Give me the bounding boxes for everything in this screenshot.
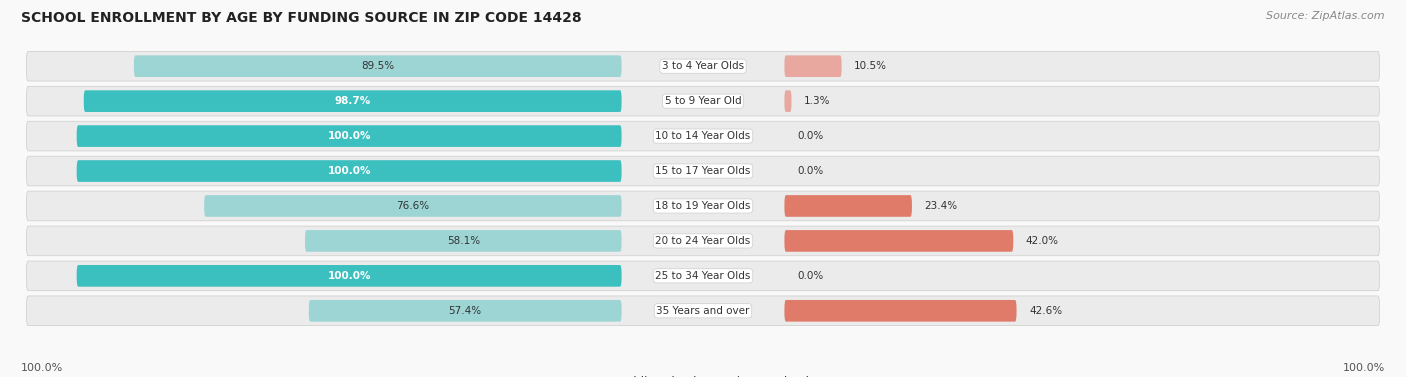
Text: 10.5%: 10.5% xyxy=(855,61,887,71)
FancyBboxPatch shape xyxy=(84,90,621,112)
Text: 0.0%: 0.0% xyxy=(797,131,823,141)
FancyBboxPatch shape xyxy=(27,226,1379,256)
Text: Source: ZipAtlas.com: Source: ZipAtlas.com xyxy=(1267,11,1385,21)
Text: 42.0%: 42.0% xyxy=(1026,236,1059,246)
FancyBboxPatch shape xyxy=(785,230,1014,252)
Text: 23.4%: 23.4% xyxy=(925,201,957,211)
FancyBboxPatch shape xyxy=(27,51,1379,81)
FancyBboxPatch shape xyxy=(27,261,1379,291)
FancyBboxPatch shape xyxy=(134,55,621,77)
FancyBboxPatch shape xyxy=(785,90,792,112)
FancyBboxPatch shape xyxy=(27,191,1379,221)
Text: 0.0%: 0.0% xyxy=(797,166,823,176)
Text: 0.0%: 0.0% xyxy=(797,271,823,281)
Text: 15 to 17 Year Olds: 15 to 17 Year Olds xyxy=(655,166,751,176)
Text: 3 to 4 Year Olds: 3 to 4 Year Olds xyxy=(662,61,744,71)
FancyBboxPatch shape xyxy=(785,195,912,217)
Text: 98.7%: 98.7% xyxy=(335,96,371,106)
Text: 5 to 9 Year Old: 5 to 9 Year Old xyxy=(665,96,741,106)
Text: 25 to 34 Year Olds: 25 to 34 Year Olds xyxy=(655,271,751,281)
FancyBboxPatch shape xyxy=(27,121,1379,151)
Text: 100.0%: 100.0% xyxy=(328,166,371,176)
FancyBboxPatch shape xyxy=(785,300,1017,322)
Text: 42.6%: 42.6% xyxy=(1029,306,1062,316)
FancyBboxPatch shape xyxy=(204,195,621,217)
FancyBboxPatch shape xyxy=(77,265,621,287)
Text: 58.1%: 58.1% xyxy=(447,236,479,246)
FancyBboxPatch shape xyxy=(305,230,621,252)
Text: 1.3%: 1.3% xyxy=(804,96,831,106)
FancyBboxPatch shape xyxy=(785,55,842,77)
Text: 100.0%: 100.0% xyxy=(328,131,371,141)
Text: 100.0%: 100.0% xyxy=(21,363,63,373)
Text: 76.6%: 76.6% xyxy=(396,201,429,211)
Text: 18 to 19 Year Olds: 18 to 19 Year Olds xyxy=(655,201,751,211)
FancyBboxPatch shape xyxy=(77,125,621,147)
Text: 89.5%: 89.5% xyxy=(361,61,394,71)
FancyBboxPatch shape xyxy=(27,86,1379,116)
Text: 35 Years and over: 35 Years and over xyxy=(657,306,749,316)
Text: 57.4%: 57.4% xyxy=(449,306,482,316)
FancyBboxPatch shape xyxy=(27,156,1379,186)
FancyBboxPatch shape xyxy=(77,160,621,182)
Text: 100.0%: 100.0% xyxy=(328,271,371,281)
FancyBboxPatch shape xyxy=(27,296,1379,326)
Legend: Public School, Private School: Public School, Private School xyxy=(598,376,808,377)
Text: 20 to 24 Year Olds: 20 to 24 Year Olds xyxy=(655,236,751,246)
Text: 10 to 14 Year Olds: 10 to 14 Year Olds xyxy=(655,131,751,141)
Text: SCHOOL ENROLLMENT BY AGE BY FUNDING SOURCE IN ZIP CODE 14428: SCHOOL ENROLLMENT BY AGE BY FUNDING SOUR… xyxy=(21,11,582,25)
Text: 100.0%: 100.0% xyxy=(1343,363,1385,373)
FancyBboxPatch shape xyxy=(309,300,621,322)
